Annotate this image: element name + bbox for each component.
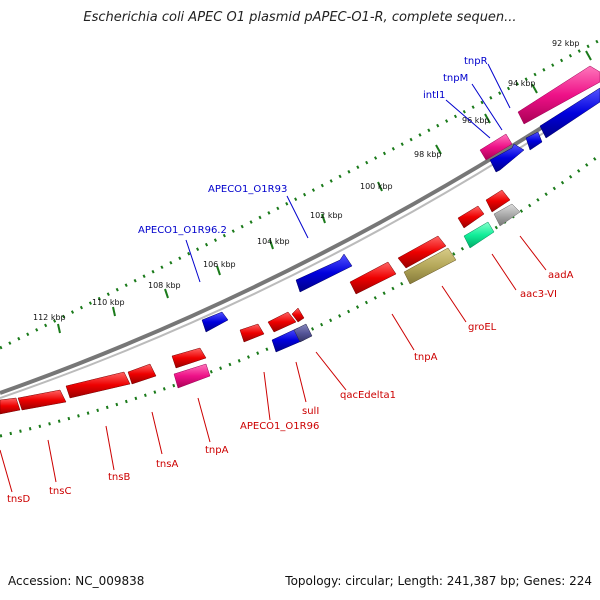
tick-102: [321, 213, 326, 224]
tick-104: [269, 239, 274, 250]
gene-feature[interactable]: [171, 347, 207, 369]
tick-98: [435, 144, 442, 155]
tick-label-98: 98 kbp: [414, 150, 442, 159]
tick-label-108: 108 kbp: [148, 281, 181, 290]
outer-major-ticks: [57, 50, 592, 334]
gene-feature[interactable]: [397, 235, 447, 269]
tick-label-100: 100 kbp: [360, 182, 393, 191]
tick-label-96: 96 kbp: [462, 116, 490, 125]
accession-text: Accession: NC_009838: [8, 574, 145, 588]
gene-label-intI1[interactable]: intI1: [423, 90, 445, 101]
tick-label-94: 94 kbp: [508, 79, 536, 88]
tick-label-92: 92 kbp: [552, 39, 580, 48]
tick-112: [57, 323, 61, 334]
gene-label-aac3-vi[interactable]: aac3-VI: [520, 289, 557, 300]
gene-feature[interactable]: [457, 205, 485, 229]
tick-label-104: 104 kbp: [257, 237, 290, 246]
gene-feature[interactable]: [539, 87, 600, 139]
gene-label-apeco1-o1r96[interactable]: APECO1_O1R96: [240, 421, 319, 432]
tick-label-102: 102 kbp: [310, 211, 343, 220]
topology-summary: Topology: circular; Length: 241,387 bp; …: [285, 574, 592, 588]
red-leader-lines: [0, 235, 547, 493]
gene-label-tnpA-1[interactable]: tnpA: [414, 352, 438, 363]
gene-feature[interactable]: [0, 397, 21, 415]
gene-label-tnsB[interactable]: tnsB: [108, 472, 130, 483]
gene-feature[interactable]: [403, 247, 457, 285]
gene-feature[interactable]: [127, 363, 157, 385]
tick-110: [112, 306, 116, 317]
gene-feature[interactable]: [17, 389, 67, 411]
gene-label-tnpR[interactable]: tnpR: [464, 56, 488, 67]
gene-label-tnsD[interactable]: tnsD: [7, 494, 30, 505]
reverse-genes: [0, 189, 521, 415]
forward-genes: [201, 65, 600, 333]
gene-label-sulI[interactable]: sulI: [302, 406, 319, 417]
tick-92: [585, 50, 592, 61]
tick-label-110: 110 kbp: [92, 298, 125, 307]
gene-feature[interactable]: [65, 371, 131, 399]
map-title: Escherichia coli APEC O1 plasmid pAPEC-O…: [83, 10, 517, 25]
gene-label-aadA[interactable]: aadA: [548, 270, 574, 281]
gene-feature[interactable]: [295, 253, 353, 293]
gene-feature[interactable]: [489, 143, 525, 173]
inner-scale-ring: [0, 153, 600, 438]
tick-100: [377, 181, 383, 192]
gene-feature[interactable]: [201, 311, 229, 333]
tick-108: [164, 288, 169, 299]
gene-label-tnpA-2[interactable]: tnpA: [205, 445, 229, 456]
gene-feature[interactable]: [291, 307, 305, 323]
gene-feature[interactable]: [267, 311, 297, 333]
gene-label-apeco1-o1r96-2[interactable]: APECO1_O1R96.2: [138, 225, 227, 236]
blue-leader-lines: [185, 63, 511, 283]
tick-96: [484, 113, 491, 124]
gene-feature[interactable]: [493, 203, 521, 227]
gene-label-tnsC[interactable]: tnsC: [49, 486, 71, 497]
tick-label-112: 112 kbp: [33, 313, 66, 322]
gene-label-tnsA[interactable]: tnsA: [156, 459, 178, 470]
gene-feature[interactable]: [525, 131, 543, 151]
gene-feature[interactable]: [463, 221, 495, 249]
gene-feature[interactable]: [239, 323, 265, 343]
tick-94: [531, 83, 538, 94]
backbone-outer-line: [0, 88, 600, 395]
tick-106: [216, 265, 221, 276]
tick-label-106: 106 kbp: [203, 260, 236, 269]
gene-feature[interactable]: [293, 323, 313, 343]
gene-label-groEL[interactable]: groEL: [468, 322, 497, 333]
gene-feature[interactable]: [485, 189, 511, 213]
gene-label-tnpM[interactable]: tnpM: [443, 73, 468, 84]
gene-feature[interactable]: [349, 261, 397, 295]
gene-label-qacEdelta1[interactable]: qacEdelta1: [340, 390, 396, 401]
gene-feature[interactable]: [517, 65, 600, 125]
gene-feature[interactable]: [173, 363, 211, 389]
gene-feature[interactable]: [479, 133, 513, 161]
gene-label-apeco1-o1r93[interactable]: APECO1_O1R93: [208, 184, 287, 195]
